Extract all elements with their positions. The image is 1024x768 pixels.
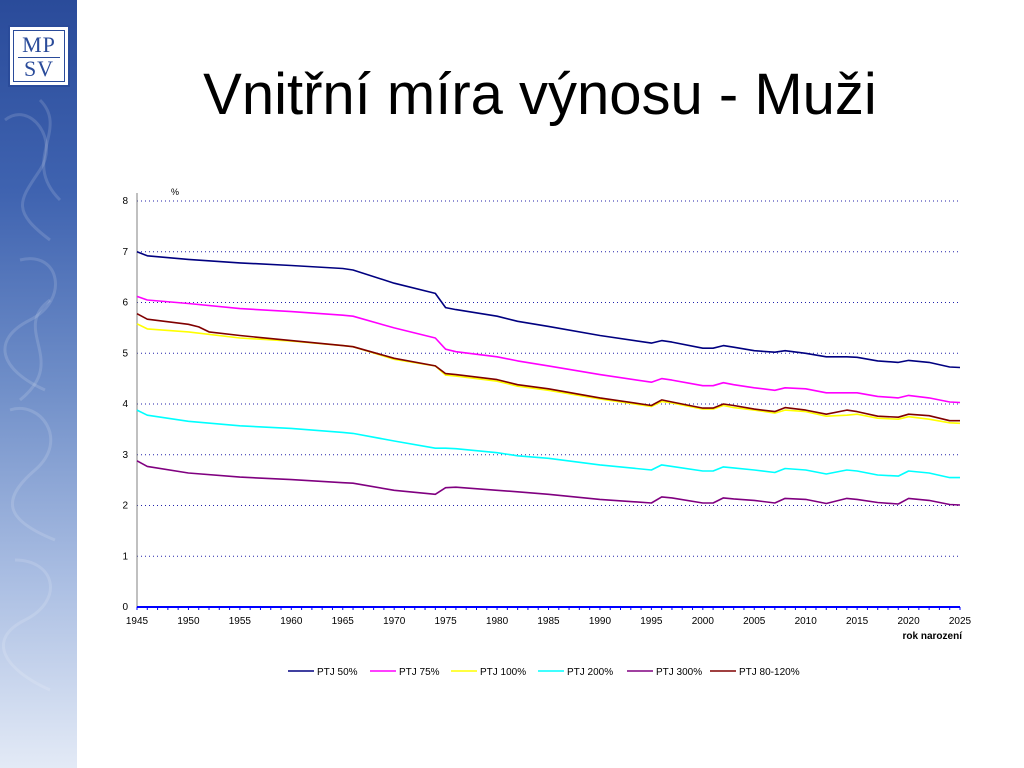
x-tick-label: 1980	[486, 616, 509, 627]
series-line-3	[136, 323, 961, 425]
x-axis-title: rok narození	[903, 631, 964, 642]
x-tick-label: 2005	[743, 616, 766, 627]
x-tick-label: 1985	[537, 616, 560, 627]
side-band-pattern	[2, 98, 62, 692]
legend-label: PTJ 75%	[399, 667, 440, 678]
x-tick-label: 2015	[846, 616, 869, 627]
x-tick-label: 1970	[383, 616, 406, 627]
y-tick-label: 4	[122, 399, 128, 410]
x-tick-label: 2020	[897, 616, 920, 627]
y-tick-label: 7	[122, 247, 128, 258]
legend-label: PTJ 50%	[317, 667, 358, 678]
y-tick-label: 3	[122, 450, 128, 461]
mpsv-logo: MP SV	[8, 25, 70, 87]
slide-title: Vnitřní míra výnosu - Muži	[203, 62, 877, 127]
y-axis-title: %	[171, 187, 179, 197]
x-tick-label: 1995	[640, 616, 663, 627]
legend-label: PTJ 300%	[656, 667, 702, 678]
legend-label: PTJ 80-120%	[739, 667, 800, 678]
y-tick-label: 8	[122, 196, 128, 207]
logo-text-bottom: SV	[23, 56, 55, 81]
x-tick-label: 1945	[126, 616, 149, 627]
x-tick-label: 2010	[795, 616, 818, 627]
x-tick-label: 2025	[949, 616, 972, 627]
x-tick-label: 1960	[280, 616, 303, 627]
series-line-6	[136, 312, 960, 422]
series-line-4	[136, 409, 960, 479]
legend-label: PTJ 200%	[567, 667, 613, 678]
logo-text-top: MP	[22, 32, 56, 57]
y-tick-label: 6	[122, 298, 128, 309]
x-tick-label: 2000	[692, 616, 715, 627]
decorative-side-band: MP SV	[0, 0, 77, 768]
y-tick-label: 2	[122, 501, 128, 512]
series-line-1	[136, 251, 961, 369]
series-line-2	[136, 295, 961, 404]
x-tick-label: 1965	[332, 616, 355, 627]
legend-label: PTJ 100%	[480, 667, 526, 678]
y-tick-label: 0	[122, 602, 128, 613]
x-tick-label: 1950	[177, 616, 200, 627]
y-tick-label: 1	[122, 551, 128, 562]
line-chart: 0 1 2 3 4 5 6 7 8 1945 1950 1955 1960 1965 1970 1975 198…	[122, 187, 972, 678]
x-tick-label: 1955	[229, 616, 252, 627]
series-line-5	[136, 460, 961, 506]
x-tick-label: 1975	[435, 616, 458, 627]
x-tick-label: 1990	[589, 616, 612, 627]
y-tick-label: 5	[122, 348, 128, 359]
